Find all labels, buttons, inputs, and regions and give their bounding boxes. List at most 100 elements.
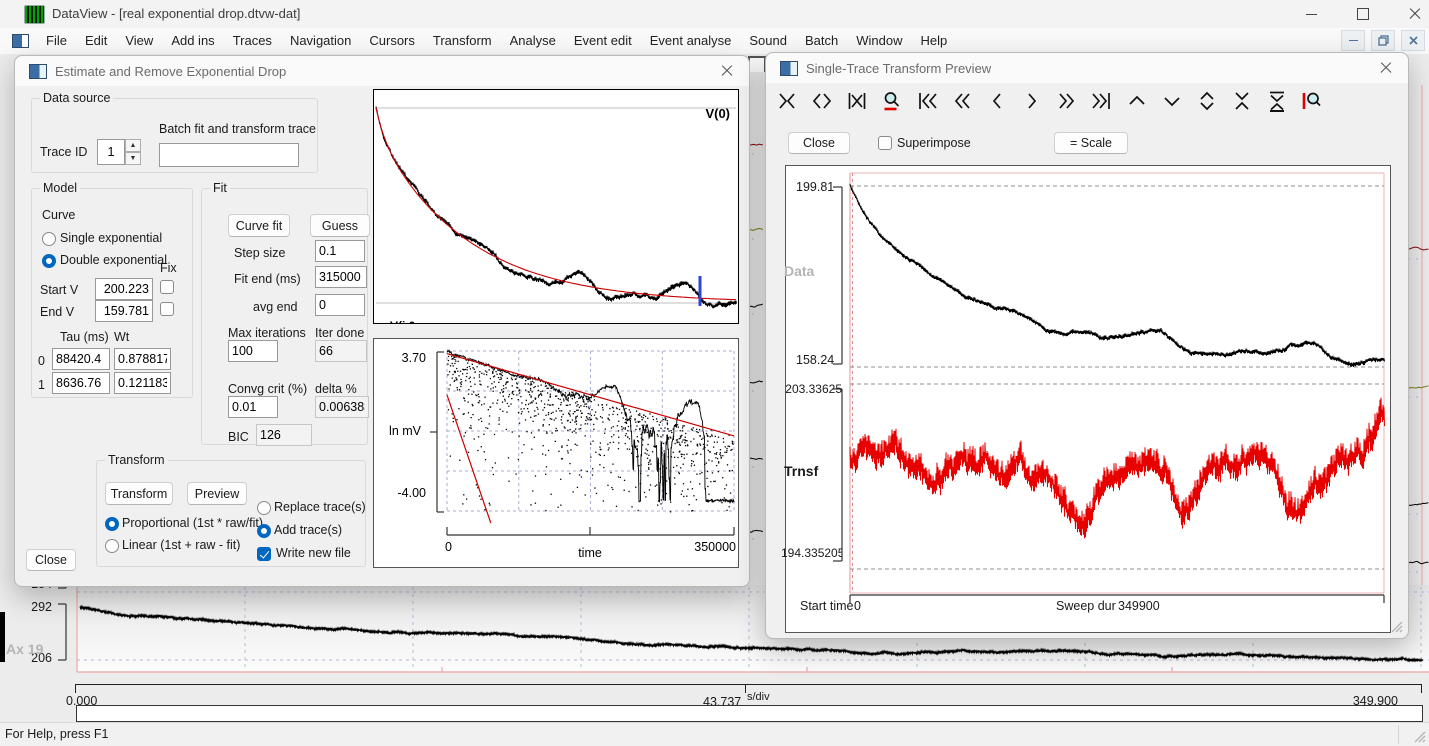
time-axis-line xyxy=(75,684,1422,685)
page-left-icon[interactable] xyxy=(950,89,974,113)
data-top-value: 199.81 xyxy=(796,180,832,194)
menu-view[interactable]: View xyxy=(116,28,162,54)
fit-x-axis-icon[interactable] xyxy=(845,89,869,113)
window-title: DataView - [real exponential drop.dtvw-d… xyxy=(52,6,300,21)
fit-preview-chart[interactable]: V(0) V(i 0 xyxy=(373,89,739,324)
main-titlebar[interactable]: DataView - [real exponential drop.dtvw-d… xyxy=(0,0,1429,29)
dialog-icon xyxy=(29,64,47,79)
preview-dialog-titlebar[interactable]: Single-Trace Transform Preview xyxy=(766,53,1408,83)
trace-id-input[interactable] xyxy=(97,139,125,165)
write-new-file-checkbox[interactable] xyxy=(257,547,271,561)
go-to-start-icon[interactable] xyxy=(915,89,939,113)
preview-dialog-close-icon[interactable] xyxy=(1378,60,1394,76)
step-right-icon[interactable] xyxy=(1020,89,1044,113)
compress-y-axis-icon[interactable] xyxy=(1230,89,1254,113)
menu-traces[interactable]: Traces xyxy=(224,28,281,54)
mdi-close-button[interactable] xyxy=(1401,30,1425,51)
avg-end-input[interactable] xyxy=(315,294,365,316)
add-traces-radio[interactable] xyxy=(257,524,271,538)
close-icon xyxy=(1409,8,1421,20)
page-right-icon[interactable] xyxy=(1055,89,1079,113)
menu-navigation[interactable]: Navigation xyxy=(281,28,360,54)
minimize-button[interactable] xyxy=(1288,0,1334,28)
superimpose-checkbox[interactable] xyxy=(878,136,892,150)
row-0-index: 0 xyxy=(38,354,45,368)
linear-radio[interactable] xyxy=(105,539,119,553)
max-iterations-input[interactable] xyxy=(228,340,278,362)
resize-grip[interactable] xyxy=(1414,731,1427,744)
time-div-unit: s/div xyxy=(747,691,770,703)
step-size-label: Step size xyxy=(234,246,285,260)
transform-button[interactable]: Transform xyxy=(105,482,173,505)
start-time-value: 0 xyxy=(854,599,861,613)
proportional-radio[interactable] xyxy=(105,517,119,531)
zoom-x-icon[interactable] xyxy=(880,89,904,113)
ln-residual-chart[interactable]: 3.70 ln mV -4.00 0 time 350000 xyxy=(373,338,739,568)
menu-edit[interactable]: Edit xyxy=(76,28,116,54)
scale-button[interactable]: = Scale xyxy=(1054,132,1128,154)
end-v-input[interactable] xyxy=(95,300,153,322)
autoscale-y-axis-icon[interactable] xyxy=(1265,89,1289,113)
step-left-icon[interactable] xyxy=(985,89,1009,113)
go-to-end-icon[interactable] xyxy=(1090,89,1114,113)
start-v-fix-checkbox[interactable] xyxy=(160,280,174,294)
document-icon[interactable] xyxy=(12,34,29,48)
preview-chart[interactable] xyxy=(786,166,1388,630)
wt-1-input[interactable] xyxy=(114,372,171,394)
end-v-fix-checkbox[interactable] xyxy=(160,302,174,316)
delta-label: delta % xyxy=(315,382,357,396)
menu-event-analyse[interactable]: Event analyse xyxy=(641,28,741,54)
shift-down-icon[interactable] xyxy=(1160,89,1184,113)
expand-time-axis-icon[interactable] xyxy=(810,89,834,113)
spin-down-icon[interactable]: ▼ xyxy=(125,152,141,165)
menu-bar: File Edit View Add ins Traces Navigation… xyxy=(0,28,1429,55)
convg-crit-input[interactable] xyxy=(228,396,278,418)
y-label-top: 292 xyxy=(28,600,52,614)
time-scrollbar[interactable] xyxy=(76,705,1423,722)
menu-batch[interactable]: Batch xyxy=(796,28,847,54)
menu-transform[interactable]: Transform xyxy=(424,28,501,54)
menu-cursors[interactable]: Cursors xyxy=(360,28,424,54)
menu-analyse[interactable]: Analyse xyxy=(501,28,565,54)
estimate-close-button[interactable]: Close xyxy=(26,549,76,571)
menu-help[interactable]: Help xyxy=(911,28,956,54)
trace-id-spinner[interactable]: ▲ ▼ xyxy=(125,139,141,165)
menu-event-edit[interactable]: Event edit xyxy=(565,28,641,54)
menu-sound[interactable]: Sound xyxy=(740,28,796,54)
guess-button[interactable]: Guess xyxy=(310,214,370,237)
spin-up-icon[interactable]: ▲ xyxy=(125,139,141,152)
expand-y-axis-icon[interactable] xyxy=(1195,89,1219,113)
start-v-input[interactable] xyxy=(95,278,153,300)
ln-ytick-bottom: -4.00 xyxy=(398,486,427,500)
tau-1-input[interactable] xyxy=(52,372,110,394)
sweep-dur-value: 349900 xyxy=(1118,599,1160,613)
zoom-y-icon[interactable] xyxy=(1300,89,1324,113)
shift-up-icon[interactable] xyxy=(1125,89,1149,113)
fit-end-input[interactable] xyxy=(315,266,367,288)
compress-time-axis-icon[interactable] xyxy=(775,89,799,113)
close-button[interactable] xyxy=(1392,0,1429,28)
wt-0-input[interactable] xyxy=(114,348,171,370)
menu-file[interactable]: File xyxy=(37,28,76,54)
batch-fit-input[interactable] xyxy=(159,143,299,167)
replace-traces-radio[interactable] xyxy=(257,501,271,515)
mdi-restore-button[interactable] xyxy=(1371,30,1395,51)
dialog-resize-grip[interactable] xyxy=(1391,621,1404,634)
menu-add-ins[interactable]: Add ins xyxy=(162,28,223,54)
estimate-dialog-close-icon[interactable] xyxy=(719,63,735,79)
maximize-button[interactable] xyxy=(1340,0,1386,28)
trnsf-top-value: 203.33625 xyxy=(782,382,842,396)
step-size-input[interactable] xyxy=(315,240,365,262)
tau-0-input[interactable] xyxy=(52,348,110,370)
chart-partial-label: V(i 0 xyxy=(390,319,416,324)
preview-button[interactable]: Preview xyxy=(187,482,247,505)
double-exponential-radio[interactable] xyxy=(42,254,56,268)
mdi-minimize-button[interactable] xyxy=(1341,30,1365,51)
curve-fit-button[interactable]: Curve fit xyxy=(228,214,290,237)
preview-close-button[interactable]: Close xyxy=(788,132,850,154)
single-exponential-radio[interactable] xyxy=(42,232,56,246)
menu-window[interactable]: Window xyxy=(847,28,911,54)
linear-label: Linear (1st + raw - fit) xyxy=(122,538,240,552)
single-exponential-label: Single exponential xyxy=(60,231,162,245)
estimate-dialog-titlebar[interactable]: Estimate and Remove Exponential Drop xyxy=(15,56,749,86)
